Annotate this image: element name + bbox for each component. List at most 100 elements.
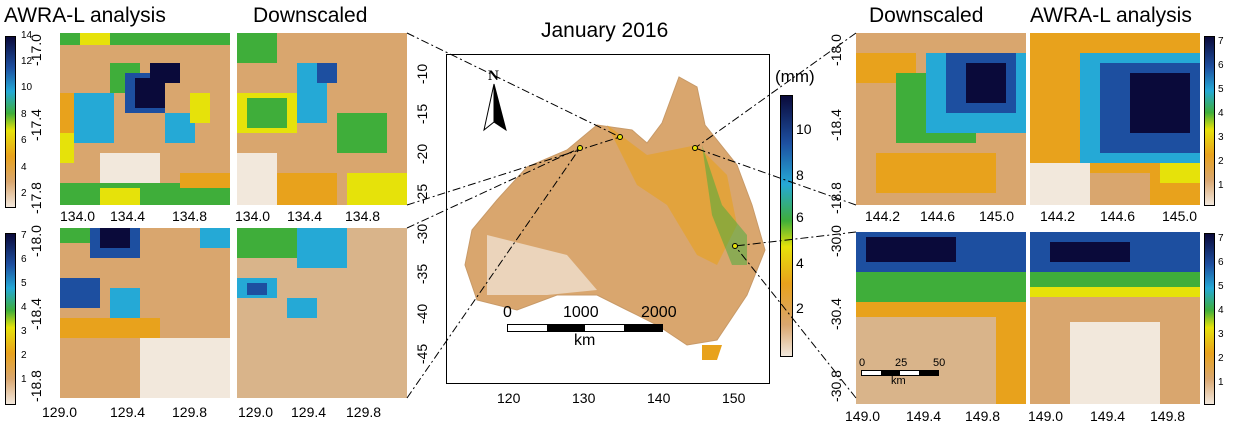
left-bottom-y-axis: -18.0 -18.4 -18.8	[27, 225, 54, 403]
cbar-tick: 3	[21, 326, 27, 337]
y-tick: -30.4	[827, 298, 844, 330]
x-tick: 134.0	[235, 208, 271, 224]
x-tick: 134.8	[345, 208, 381, 224]
x-tick: 134.4	[110, 208, 146, 224]
downscaled-grid	[856, 33, 1026, 205]
left-top-colorbar	[5, 36, 16, 208]
x-tick: 149.8	[1150, 408, 1186, 424]
cbar-tick: 2	[796, 300, 804, 316]
cbar-tick: 2	[1218, 156, 1224, 167]
scale-label: 25	[895, 357, 908, 369]
cbar-tick: 5	[1218, 281, 1224, 292]
right-downscaled-title: Downscaled	[869, 4, 984, 27]
scale-label: 0	[859, 357, 866, 369]
left-top-downscaled-panel	[237, 33, 407, 205]
right-top-y-axis: -18.0 -18.4 -18.8	[827, 32, 854, 214]
left-top-y-axis: -17.0 -17.4 -17.8	[27, 32, 54, 214]
downscaled-grid	[237, 33, 407, 205]
left-analysis-title: AWRA-L analysis	[4, 4, 166, 27]
main-map-title: January 2016	[541, 19, 669, 42]
cbar-tick: 1	[1218, 377, 1224, 388]
x-tick: 145.0	[1162, 208, 1198, 224]
x-tick: 145.0	[979, 208, 1015, 224]
x-tick: 129.0	[42, 404, 78, 420]
analysis-grid	[1030, 33, 1200, 205]
right-bottom-colorbar	[1204, 233, 1215, 405]
cbar-tick: 10	[796, 121, 812, 137]
scale-unit: km	[891, 375, 906, 387]
x-tick: 144.2	[865, 208, 901, 224]
y-tick: -30.0	[827, 225, 844, 257]
x-tick: 129.8	[346, 404, 382, 420]
left-bottom-downscaled-panel	[237, 228, 407, 398]
cbar-tick: 6	[1218, 257, 1224, 268]
cbar-tick: 7	[1218, 36, 1224, 47]
x-tick: 149.8	[965, 408, 1001, 424]
left-bottom-colorbar	[5, 233, 16, 405]
main-colorbar	[780, 95, 793, 357]
x-tick: 129.4	[291, 404, 327, 420]
north-arrow: N	[482, 68, 512, 138]
x-tick: 134.0	[60, 208, 96, 224]
y-tick: -35	[414, 263, 431, 285]
right-bottom-y-axis: -30.0 -30.4 -30.8	[827, 225, 854, 403]
x-tick: 150	[722, 390, 746, 406]
x-tick: 149.4	[906, 408, 942, 424]
scale-label: 1000	[563, 304, 599, 321]
y-tick: -30.8	[827, 370, 844, 402]
x-tick: 149.0	[1028, 408, 1064, 424]
cbar-tick: 12	[21, 56, 33, 67]
y-tick: -15	[414, 103, 431, 125]
left-top-analysis-panel	[60, 33, 230, 205]
cbar-tick: 2	[1218, 353, 1224, 364]
x-tick: 134.8	[172, 208, 208, 224]
analysis-grid	[60, 228, 230, 398]
scale-label: 0	[503, 304, 512, 321]
right-top-analysis-panel	[1030, 33, 1200, 205]
cbar-tick: 14	[21, 30, 33, 41]
y-tick: -17.4	[27, 109, 44, 141]
cbar-tick: 5	[21, 278, 27, 289]
x-tick: 140	[647, 390, 671, 406]
y-tick: -18.4	[27, 298, 44, 330]
analysis-grid	[60, 33, 230, 205]
right-analysis-title: AWRA-L analysis	[1030, 4, 1192, 27]
cbar-tick: 7	[21, 230, 27, 241]
y-tick: -18.0	[27, 225, 44, 257]
scale-bar	[507, 324, 663, 332]
downscaled-grid	[856, 232, 1026, 404]
y-tick: -20	[414, 143, 431, 165]
x-tick: 129.4	[110, 404, 146, 420]
cbar-tick: 3	[1218, 132, 1224, 143]
cbar-tick: 8	[796, 167, 804, 183]
x-tick: 149.0	[845, 408, 881, 424]
x-tick: 144.6	[920, 208, 956, 224]
cbar-tick: 1	[21, 374, 27, 385]
y-tick: -17.0	[27, 34, 44, 66]
x-tick: 129.0	[238, 404, 274, 420]
y-tick: -30	[414, 223, 431, 245]
left-downscaled-title: Downscaled	[253, 4, 368, 27]
y-tick: -45	[414, 343, 431, 365]
cbar-tick: 6	[1218, 60, 1224, 71]
cbar-tick: 10	[21, 82, 33, 93]
cbar-tick: 6	[21, 254, 27, 265]
y-tick: -40	[414, 303, 431, 325]
cbar-tick: 4	[21, 302, 27, 313]
north-arrow-icon	[483, 83, 507, 132]
y-tick: -10	[414, 63, 431, 85]
right-top-colorbar	[1204, 36, 1215, 206]
main-map-y-axis: -10 -15 -20 -25 -30 -35 -40 -45	[412, 54, 442, 384]
cbar-tick: 6	[796, 209, 804, 225]
x-tick: 144.2	[1040, 208, 1076, 224]
cbar-tick: 4	[796, 255, 804, 271]
tasmania	[702, 345, 722, 360]
scale-bar	[861, 370, 939, 376]
y-tick: -18.8	[827, 182, 844, 214]
scale-label: 50	[933, 357, 946, 369]
y-tick: -18.4	[827, 109, 844, 141]
x-tick: 144.6	[1100, 208, 1136, 224]
cbar-tick: 3	[1218, 329, 1224, 340]
cbar-tick: 4	[21, 162, 27, 173]
analysis-grid	[1030, 232, 1200, 404]
